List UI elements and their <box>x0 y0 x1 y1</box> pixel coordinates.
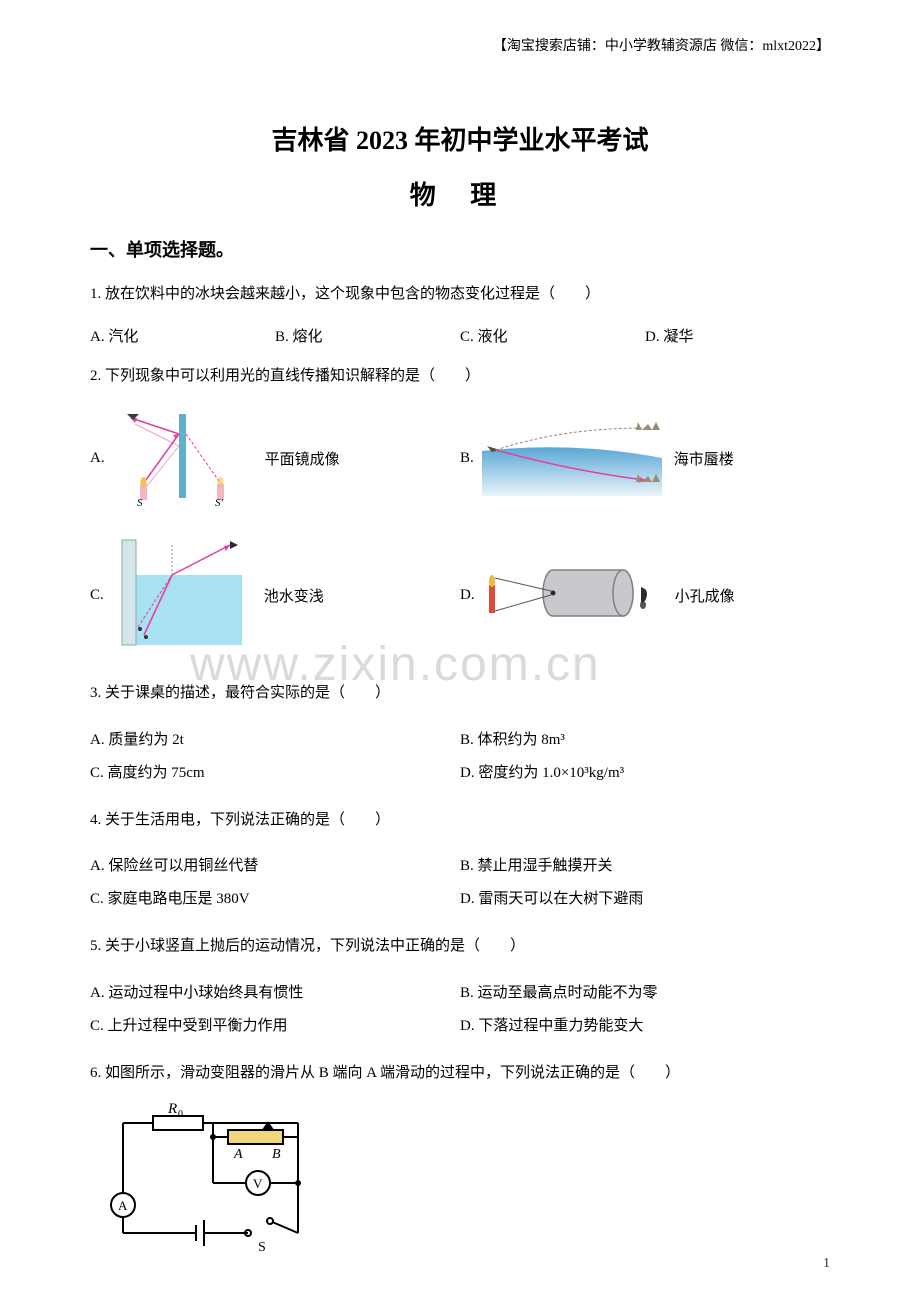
q5-opt-c: C. 上升过程中受到平衡力作用 <box>90 1010 460 1043</box>
title-main: 吉林省 2023 年初中学业水平考试 <box>90 120 830 157</box>
q4-opt-c: C. 家庭电路电压是 380V <box>90 883 460 916</box>
q1-options: A. 汽化 B. 熔化 C. 液化 D. 凝华 <box>90 325 830 346</box>
q2-options: A. S S′ <box>90 406 830 655</box>
q1-opt-b: B. 熔化 <box>275 325 460 346</box>
q6-text: 6. 如图所示，滑动变阻器的滑片从 B 端向 A 端滑动的过程中，下列说法正确的… <box>90 1059 830 1088</box>
q4-opt-b: B. 禁止用湿手触摸开关 <box>460 850 830 883</box>
q3-options: A. 质量约为 2t B. 体积约为 8m³ C. 高度约为 75cm D. 密… <box>90 724 830 790</box>
header-note: 【淘宝搜索店铺：中小学教辅资源店 微信：mlxt2022】 <box>493 35 830 55</box>
svg-text:S: S <box>258 1240 266 1253</box>
q3-opt-a: A. 质量约为 2t <box>90 724 460 757</box>
q3-opt-c: C. 高度约为 75cm <box>90 757 460 790</box>
q3-opt-d: D. 密度约为 1.0×10³kg/m³ <box>460 757 830 790</box>
q2-b-label: B. <box>460 450 474 467</box>
svg-text:0: 0 <box>178 1109 183 1120</box>
q5-text: 5. 关于小球竖直上抛后的运动情况，下列说法中正确的是（ ） <box>90 932 830 961</box>
q1-opt-c: C. 液化 <box>460 325 645 346</box>
q5-opt-b: B. 运动至最高点时动能不为零 <box>460 977 830 1010</box>
svg-text:A: A <box>233 1147 243 1162</box>
q3-text: 3. 关于课桌的描述，最符合实际的是（ ） <box>90 679 830 708</box>
q2-fig-d <box>483 563 663 628</box>
q2-d-caption: 小孔成像 <box>675 585 735 606</box>
section-heading: 一、单项选择题。 <box>90 236 830 262</box>
q2-text: 2. 下列现象中可以利用光的直线传播知识解释的是（ ） <box>90 362 830 391</box>
q3-opt-b: B. 体积约为 8m³ <box>460 724 830 757</box>
q2-a-caption: 平面镜成像 <box>265 448 340 469</box>
q2-a-label: A. <box>90 450 105 467</box>
q4-options: A. 保险丝可以用铜丝代替 B. 禁止用湿手触摸开关 C. 家庭电路电压是 38… <box>90 850 830 916</box>
q2-fig-c <box>112 535 252 655</box>
svg-text:R: R <box>167 1103 177 1117</box>
q5-options: A. 运动过程中小球始终具有惯性 B. 运动至最高点时动能不为零 C. 上升过程… <box>90 977 830 1043</box>
svg-text:S′: S′ <box>215 497 224 506</box>
q5-opt-d: D. 下落过程中重力势能变大 <box>460 1010 830 1043</box>
q1-text: 1. 放在饮料中的冰块会越来越小，这个现象中包含的物态变化过程是（ ） <box>90 280 830 309</box>
title-sub: 物 理 <box>90 175 830 212</box>
q2-c-label: C. <box>90 587 104 604</box>
q4-opt-d: D. 雷雨天可以在大树下避雨 <box>460 883 830 916</box>
svg-text:V: V <box>253 1176 263 1191</box>
q1-opt-d: D. 凝华 <box>645 325 830 346</box>
q1-opt-a: A. 汽化 <box>90 325 275 346</box>
q2-fig-b <box>482 416 662 501</box>
q2-c-caption: 池水变浅 <box>264 585 324 606</box>
q5-opt-a: A. 运动过程中小球始终具有惯性 <box>90 977 460 1010</box>
page-number: 1 <box>823 1256 830 1272</box>
svg-text:A: A <box>118 1198 128 1213</box>
q4-opt-a: A. 保险丝可以用铜丝代替 <box>90 850 460 883</box>
q4-text: 4. 关于生活用电，下列说法正确的是（ ） <box>90 806 830 835</box>
q2-fig-a: S S′ <box>113 406 253 511</box>
svg-text:B: B <box>272 1147 281 1162</box>
svg-text:S: S <box>137 497 143 506</box>
q2-d-label: D. <box>460 587 475 604</box>
q2-b-caption: 海市蜃楼 <box>674 448 734 469</box>
q6-circuit: R 0 A B A V S <box>98 1103 830 1258</box>
